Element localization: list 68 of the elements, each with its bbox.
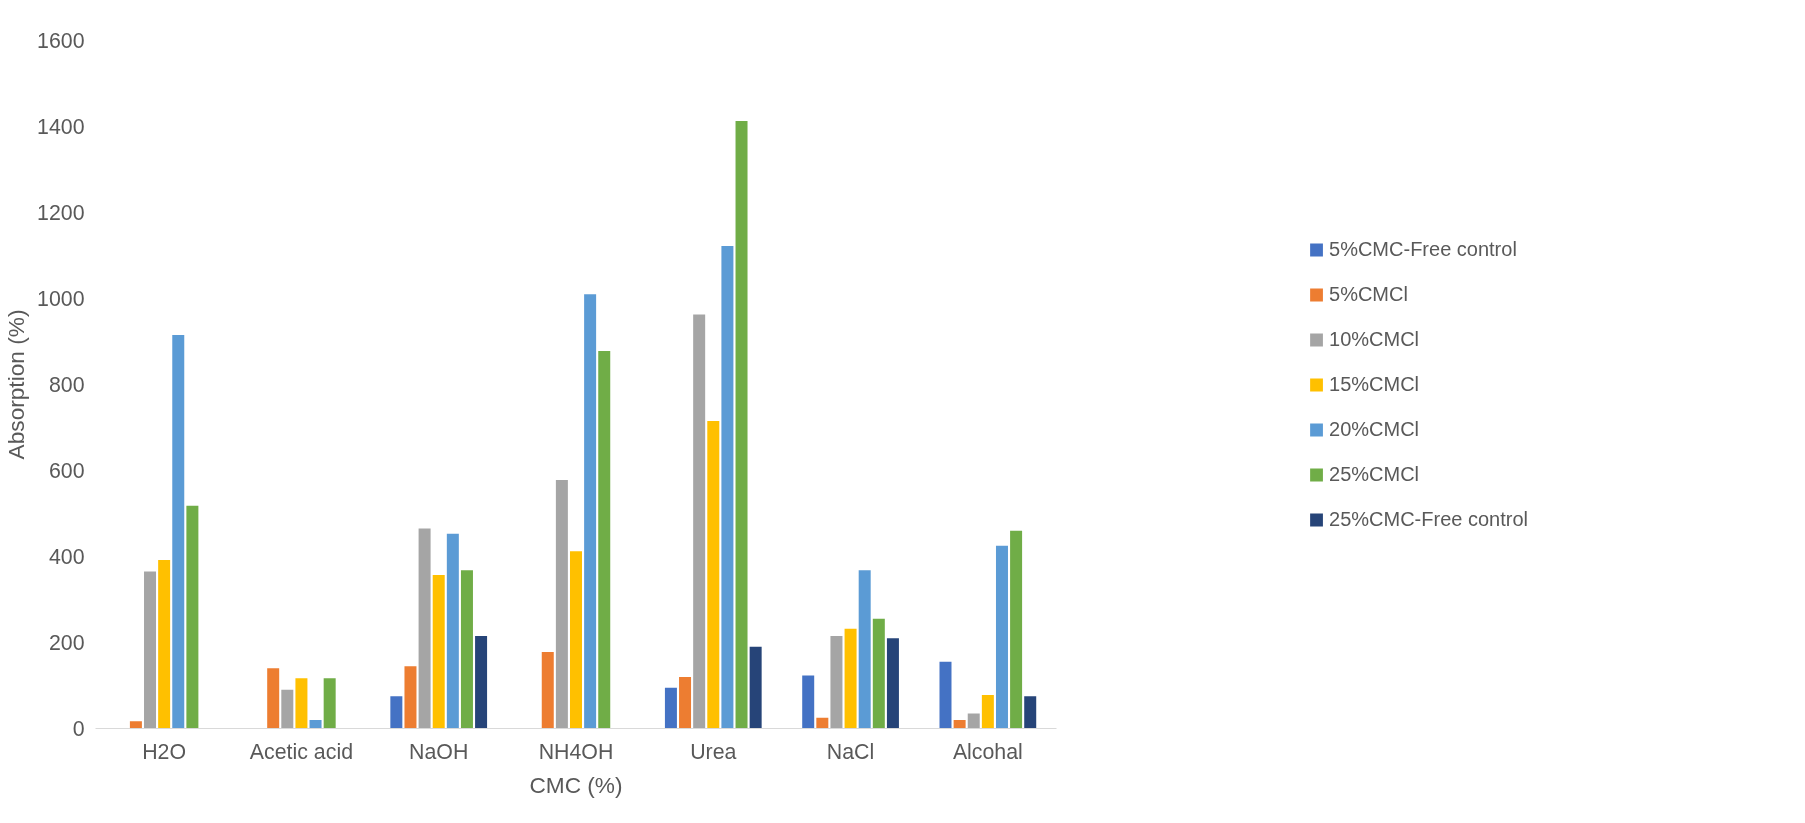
bar xyxy=(584,294,597,729)
bar xyxy=(281,689,294,729)
y-tick-label: 600 xyxy=(48,459,85,483)
bar xyxy=(323,678,336,729)
bar xyxy=(418,528,431,729)
bar xyxy=(555,479,568,729)
bar xyxy=(816,717,829,729)
x-tick-label: NaOH xyxy=(409,739,469,764)
x-tick-label: Alcohal xyxy=(952,739,1023,764)
bar xyxy=(721,246,734,729)
legend-label: 25%CMC-Free control xyxy=(1329,507,1528,531)
bar xyxy=(844,628,857,729)
y-tick-label: 1000 xyxy=(37,287,85,311)
bar xyxy=(749,646,762,729)
legend-label: 10%CMCl xyxy=(1329,327,1420,351)
bar xyxy=(735,120,748,729)
bar xyxy=(460,570,473,729)
bar xyxy=(693,314,706,729)
bar xyxy=(830,636,843,729)
bar xyxy=(295,678,308,729)
bar xyxy=(309,719,322,729)
bar xyxy=(981,694,994,729)
y-tick-label: 1400 xyxy=(37,115,85,139)
bar xyxy=(995,545,1008,729)
x-tick-label: NaCl xyxy=(826,739,875,764)
y-axis-title: Absorption (%) xyxy=(3,309,30,460)
bar xyxy=(172,335,185,729)
legend-label: 20%CMCl xyxy=(1329,417,1420,441)
legend-label: 5%CMC-Free control xyxy=(1329,237,1517,261)
bar xyxy=(390,696,403,729)
bar xyxy=(144,571,157,729)
bar xyxy=(598,350,611,729)
bar xyxy=(707,421,720,729)
bar xyxy=(858,570,871,729)
bar xyxy=(664,687,677,729)
bar xyxy=(1024,696,1037,729)
bar xyxy=(404,666,417,729)
x-tick-label: H2O xyxy=(142,739,187,764)
bar xyxy=(541,651,554,729)
x-tick-label: NH4OH xyxy=(538,739,614,764)
bar xyxy=(886,638,899,729)
bar xyxy=(802,675,815,729)
y-tick-label: 400 xyxy=(48,545,85,569)
y-tick-label: 1600 xyxy=(37,29,85,53)
y-tick-label: 1200 xyxy=(37,201,85,225)
bar xyxy=(158,559,171,729)
bar xyxy=(872,618,885,729)
legend-label: 15%CMCl xyxy=(1329,372,1420,396)
y-tick-label: 200 xyxy=(48,631,85,655)
y-tick-label: 0 xyxy=(72,717,85,741)
legend-label: 5%CMCl xyxy=(1329,282,1408,306)
bar xyxy=(570,551,582,729)
legend-label: 25%CMCl xyxy=(1329,462,1420,486)
x-tick-label: Acetic acid xyxy=(249,739,353,764)
bar xyxy=(186,505,199,729)
bar xyxy=(1010,530,1023,729)
bar xyxy=(967,713,980,729)
bar xyxy=(432,574,445,729)
x-tick-label: Urea xyxy=(690,739,737,764)
x-axis-title: CMC (%) xyxy=(529,771,623,798)
bar xyxy=(129,721,142,729)
bar xyxy=(475,636,488,729)
bar xyxy=(446,533,459,729)
bar xyxy=(939,661,952,729)
bar xyxy=(267,668,280,729)
bar xyxy=(953,719,966,729)
bar xyxy=(679,676,692,729)
y-tick-label: 800 xyxy=(48,373,85,397)
